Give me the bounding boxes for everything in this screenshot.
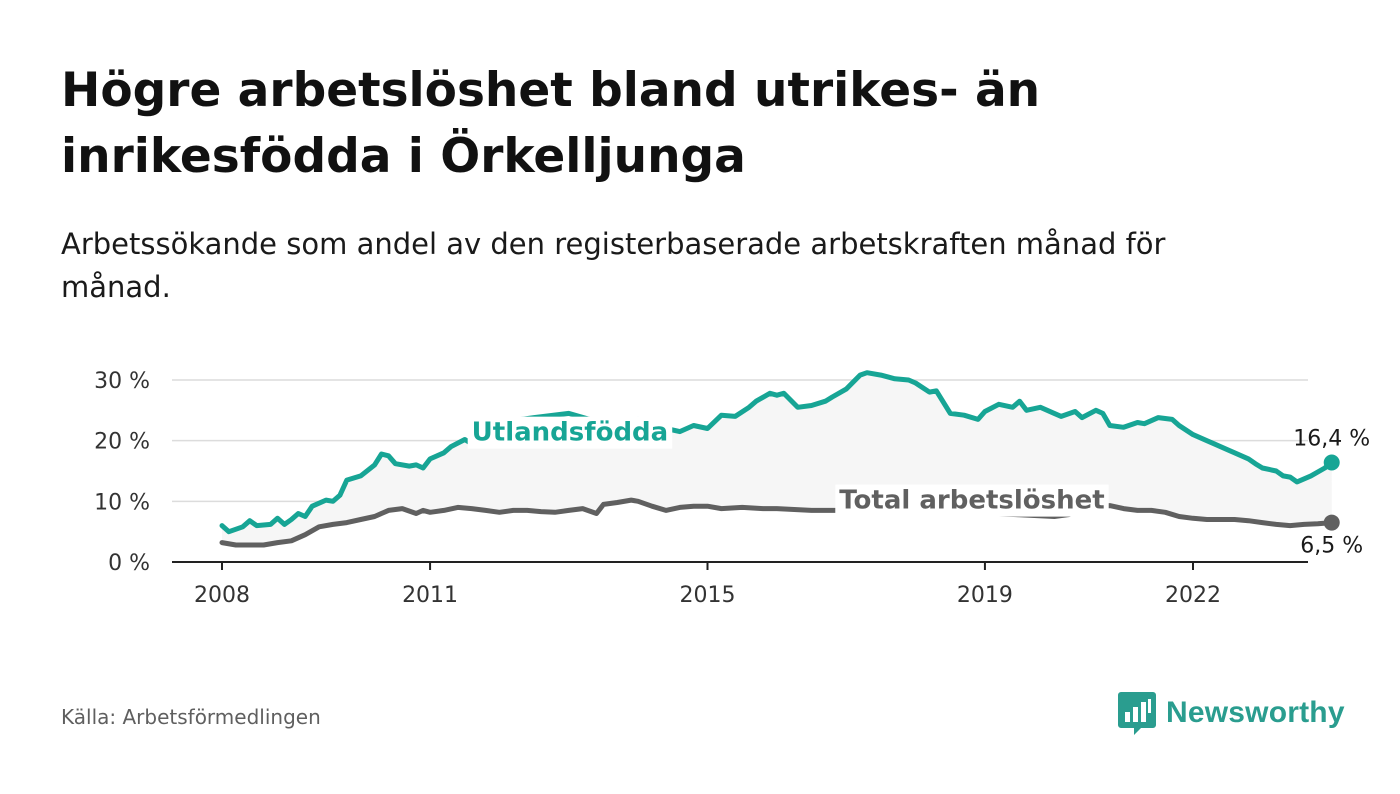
series-annotation: Total arbetslöshet — [835, 484, 1109, 517]
x-tick-label: 2011 — [402, 583, 458, 608]
x-tick-label: 2019 — [957, 583, 1013, 608]
end-value-label: 6,5 % — [1300, 534, 1363, 559]
chart-labels: 16,4 % 6,5 % Utlandsfödda Total arbetslöshe… — [467, 416, 1370, 559]
annotation-backdrop — [467, 416, 673, 449]
x-tick-label: 2015 — [680, 583, 736, 608]
x-tick-label: 2022 — [1165, 583, 1221, 608]
y-tick-label: 0 % — [108, 551, 150, 576]
annotation-backdrop — [835, 484, 1109, 517]
page-subtitle: Arbetssökande som andel av den registerb… — [61, 227, 1166, 304]
axes: 0 % 10 % 20 % 30 % 2008 2011 2015 2019 2022 — [94, 369, 1308, 608]
page-title: Högre arbetslöshet bland utrikes- än inr… — [61, 63, 1041, 184]
brand-name: Newsworthy — [1166, 696, 1345, 729]
y-tick-label: 10 % — [94, 490, 150, 515]
x-tick-label: 2008 — [194, 583, 250, 608]
series-annotation: Utlandsfödda — [467, 416, 673, 449]
end-marker-utlandsfodda — [1323, 454, 1340, 471]
series-line-total — [219, 497, 1335, 548]
newsworthy-logo-icon — [1118, 692, 1156, 735]
end-marker-total — [1323, 514, 1340, 531]
line-chart: 0 % 10 % 20 % 30 % 2008 2011 2015 2019 2022 16,4… — [94, 369, 1370, 608]
y-tick-label: 20 % — [94, 430, 150, 455]
source-note: Källa: Arbetsförmedlingen — [61, 705, 321, 729]
end-value-label: 16,4 % — [1293, 427, 1370, 452]
series-line-utlandsfodda — [219, 370, 1335, 535]
series-annotation-label: Total arbetslöshet — [839, 486, 1104, 516]
series-lines — [219, 370, 1335, 548]
brand-logo: Newsworthy — [1117, 689, 1345, 737]
series-annotation-label: Utlandsfödda — [472, 418, 669, 448]
y-tick-label: 30 % — [94, 369, 150, 394]
